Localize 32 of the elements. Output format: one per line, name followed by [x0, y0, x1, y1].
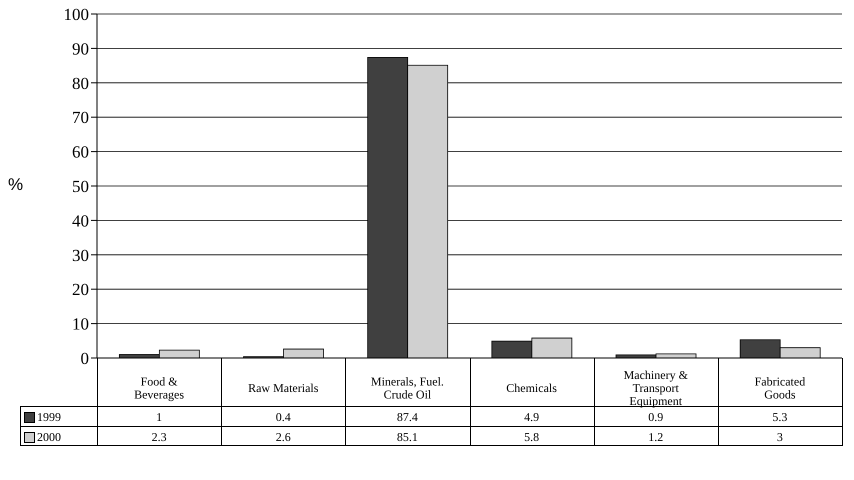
- legend-label: 2000: [37, 430, 61, 444]
- x-tick-label: Raw Materials: [248, 380, 319, 395]
- y-tick-label: 0: [80, 349, 89, 368]
- data-label: 1.2: [647, 428, 664, 446]
- data-label: 87.4: [396, 408, 419, 426]
- y-tick-label: 10: [72, 314, 89, 334]
- x-tick-label: Chemicals: [506, 380, 558, 395]
- legend-label: 1999: [37, 410, 61, 424]
- x-tick-label: Machinery & Transport Equipment: [624, 368, 689, 408]
- x-tick-label: Fabricated Goods: [754, 374, 806, 402]
- y-tick-label: 70: [72, 108, 89, 128]
- data-label: 2.6: [274, 428, 292, 446]
- x-tick-label: Food & Beverages: [134, 374, 184, 402]
- data-label: 1: [155, 408, 164, 426]
- y-tick-label: 90: [72, 39, 89, 58]
- data-label: 85.1: [396, 428, 419, 446]
- x-tick-label: Minerals, Fuel. Crude Oil: [370, 374, 444, 402]
- data-label: 2.3: [150, 428, 168, 446]
- y-tick-label: 20: [72, 280, 89, 300]
- y-axis-title: %: [8, 175, 24, 195]
- data-label: 3: [776, 428, 784, 446]
- y-tick-label: 80: [72, 74, 89, 93]
- y-tick-label: 50: [72, 177, 89, 196]
- data-label: 0.4: [274, 408, 292, 426]
- data-label: 5.8: [523, 428, 540, 446]
- y-tick-label: 30: [72, 246, 89, 265]
- y-tick-label: 60: [72, 142, 89, 162]
- data-label: 5.3: [771, 408, 788, 426]
- y-tick-label: 100: [64, 5, 89, 24]
- data-label: 0.9: [647, 408, 664, 426]
- y-tick-label: 40: [72, 211, 89, 230]
- data-label: 4.9: [523, 408, 540, 426]
